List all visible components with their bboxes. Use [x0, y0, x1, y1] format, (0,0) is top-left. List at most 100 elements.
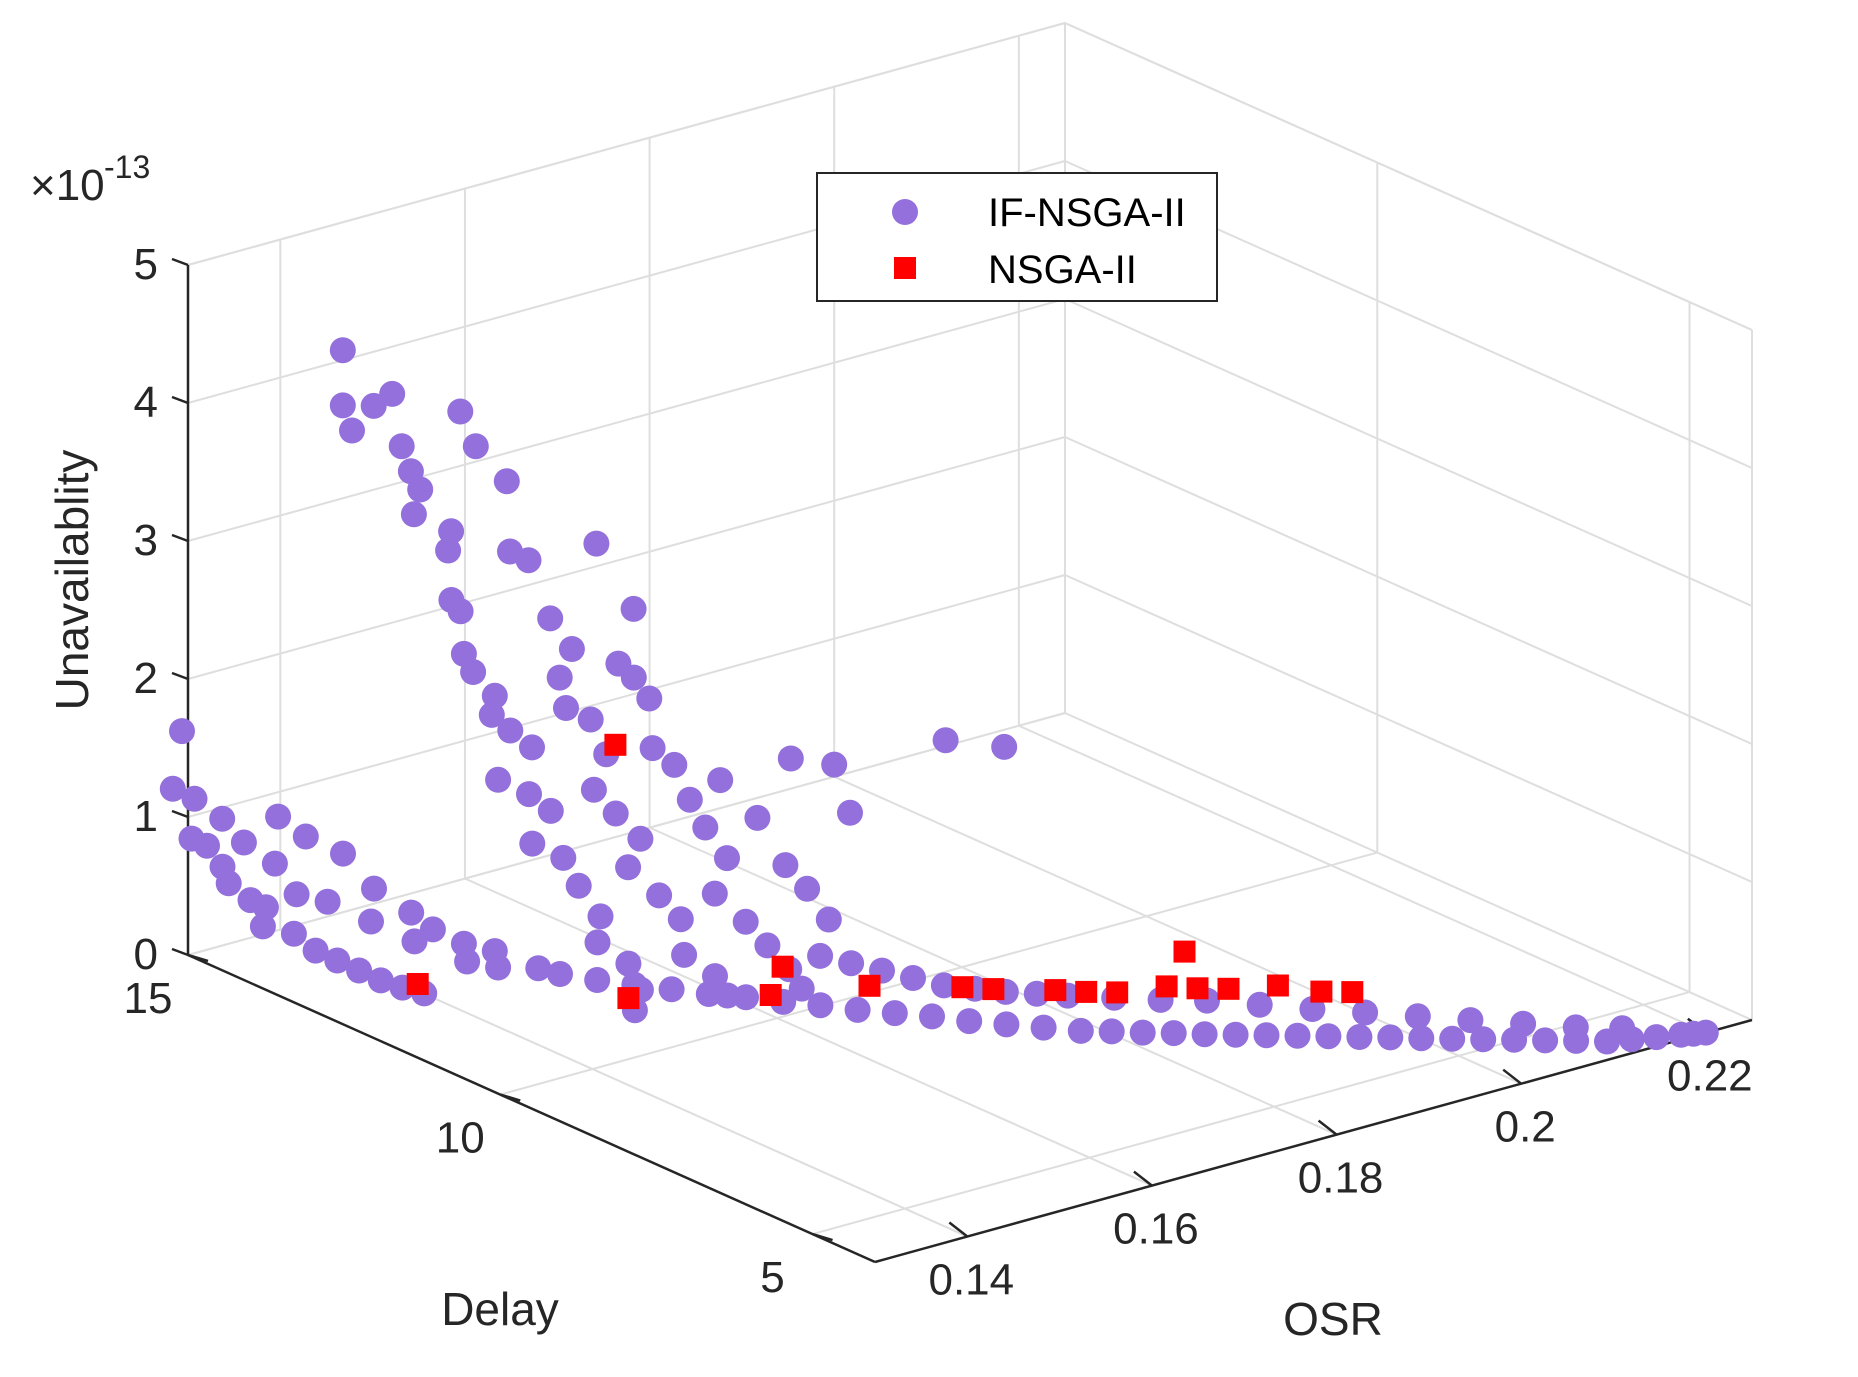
z-tick-label: 4 — [134, 378, 158, 427]
data-point-if-nsga-ii — [497, 717, 524, 744]
data-point-nsga-ii — [1155, 975, 1178, 998]
data-point-if-nsga-ii — [265, 803, 292, 830]
data-point-if-nsga-ii — [754, 932, 781, 959]
data-point-if-nsga-ii — [360, 392, 387, 419]
series-if-nsga-ii — [159, 337, 1719, 1055]
data-point-if-nsga-ii — [485, 766, 512, 793]
y-tick-label: 15 — [124, 974, 173, 1023]
data-point-if-nsga-ii — [732, 908, 759, 935]
grid-line-back-z — [1064, 712, 1753, 1021]
z-tick-label: 1 — [134, 792, 158, 841]
data-point-if-nsga-ii — [661, 751, 688, 778]
data-point-if-nsga-ii — [838, 950, 865, 977]
data-point-if-nsga-ii — [1284, 1022, 1311, 1049]
data-point-if-nsga-ii — [707, 767, 734, 794]
data-point-if-nsga-ii — [159, 775, 186, 802]
grid-line-back-z — [1064, 298, 1753, 607]
data-point-if-nsga-ii — [1562, 1014, 1589, 1041]
axes: 0.14 0.16 0.18 0.2 0.22 5 10 150 1 2 3 4 5 — [124, 240, 1753, 1305]
data-point-if-nsga-ii — [565, 872, 592, 899]
data-point-if-nsga-ii — [485, 954, 512, 981]
data-point-if-nsga-ii — [314, 888, 341, 915]
data-point-if-nsga-ii — [252, 894, 279, 921]
data-point-if-nsga-ii — [454, 948, 481, 975]
data-point-if-nsga-ii — [330, 840, 356, 867]
data-point-if-nsga-ii — [930, 972, 957, 999]
data-point-if-nsga-ii — [516, 781, 542, 808]
data-point-if-nsga-ii — [361, 875, 387, 902]
data-point-if-nsga-ii — [844, 996, 871, 1023]
data-point-if-nsga-ii — [401, 928, 428, 955]
data-point-if-nsga-ii — [1510, 1010, 1537, 1037]
data-point-nsga-ii — [617, 987, 640, 1010]
data-point-if-nsga-ii — [580, 776, 607, 803]
z-tick-label: 0 — [134, 930, 158, 979]
z-tick-mark — [171, 809, 189, 819]
data-point-nsga-ii — [982, 978, 1005, 1001]
data-point-if-nsga-ii — [1030, 1014, 1057, 1041]
data-point-if-nsga-ii — [956, 1008, 983, 1035]
data-point-nsga-ii — [1106, 981, 1129, 1004]
data-point-if-nsga-ii — [280, 920, 307, 947]
z-exponent-power: -13 — [104, 149, 150, 185]
data-point-if-nsga-ii — [837, 799, 863, 826]
data-point-if-nsga-ii — [292, 823, 319, 850]
data-point-if-nsga-ii — [583, 530, 610, 557]
data-point-if-nsga-ii — [302, 937, 329, 964]
y-tick-label: 5 — [760, 1253, 784, 1302]
y-tick-label: 10 — [436, 1114, 485, 1163]
legend-box — [816, 172, 1218, 302]
grid-line-side-z — [187, 574, 1066, 818]
data-point-if-nsga-ii — [1643, 1024, 1670, 1051]
data-point-if-nsga-ii — [447, 598, 474, 625]
data-point-if-nsga-ii — [367, 967, 394, 994]
data-point-if-nsga-ii — [478, 701, 505, 728]
box-edge-top — [1064, 22, 1753, 331]
data-point-nsga-ii — [759, 984, 782, 1006]
x-tick-mark — [1133, 1170, 1153, 1187]
data-point-if-nsga-ii — [493, 468, 520, 495]
z-tick-mark — [171, 257, 189, 267]
data-point-if-nsga-ii — [1129, 1019, 1156, 1046]
data-point-if-nsga-ii — [1067, 1017, 1094, 1044]
box-edge-top — [187, 22, 1066, 266]
data-point-if-nsga-ii — [215, 870, 242, 897]
data-point-if-nsga-ii — [419, 916, 446, 943]
data-point-if-nsga-ii — [398, 899, 425, 926]
data-point-if-nsga-ii — [1609, 1015, 1636, 1042]
z-tick-mark — [171, 671, 189, 681]
y-tick-mark — [499, 1093, 521, 1102]
grid-line-floor-x — [833, 775, 1522, 1085]
y-tick-mark — [187, 953, 209, 963]
data-point-if-nsga-ii — [546, 664, 573, 691]
z-tick-mark — [171, 395, 189, 405]
data-point-nsga-ii — [858, 974, 881, 997]
data-point-if-nsga-ii — [692, 814, 719, 841]
data-point-if-nsga-ii — [881, 1000, 908, 1027]
x-tick-label: 0.18 — [1298, 1154, 1384, 1203]
data-point-if-nsga-ii — [1346, 1024, 1373, 1050]
data-point-nsga-ii — [1075, 980, 1098, 1003]
data-point-if-nsga-ii — [460, 659, 487, 685]
data-point-if-nsga-ii — [807, 942, 834, 969]
data-point-if-nsga-ii — [525, 955, 552, 982]
z-exponent-base: ×10 — [30, 161, 105, 210]
data-point-if-nsga-ii — [714, 845, 740, 872]
data-point-if-nsga-ii — [329, 392, 356, 419]
data-point-if-nsga-ii — [481, 682, 508, 709]
data-point-if-nsga-ii — [695, 981, 722, 1007]
data-point-if-nsga-ii — [701, 880, 728, 907]
data-point-nsga-ii — [1173, 940, 1196, 963]
data-point-if-nsga-ii — [1160, 1020, 1187, 1047]
data-point-if-nsga-ii — [991, 733, 1018, 760]
data-point-if-nsga-ii — [919, 1003, 945, 1030]
data-point-if-nsga-ii — [1023, 980, 1050, 1007]
data-point-if-nsga-ii — [407, 476, 434, 503]
data-point-if-nsga-ii — [438, 518, 465, 545]
data-point-if-nsga-ii — [639, 735, 666, 762]
data-point-if-nsga-ii — [515, 547, 542, 574]
data-point-if-nsga-ii — [733, 984, 759, 1011]
data-point-if-nsga-ii — [1222, 1021, 1249, 1048]
data-point-if-nsga-ii — [1457, 1007, 1484, 1034]
